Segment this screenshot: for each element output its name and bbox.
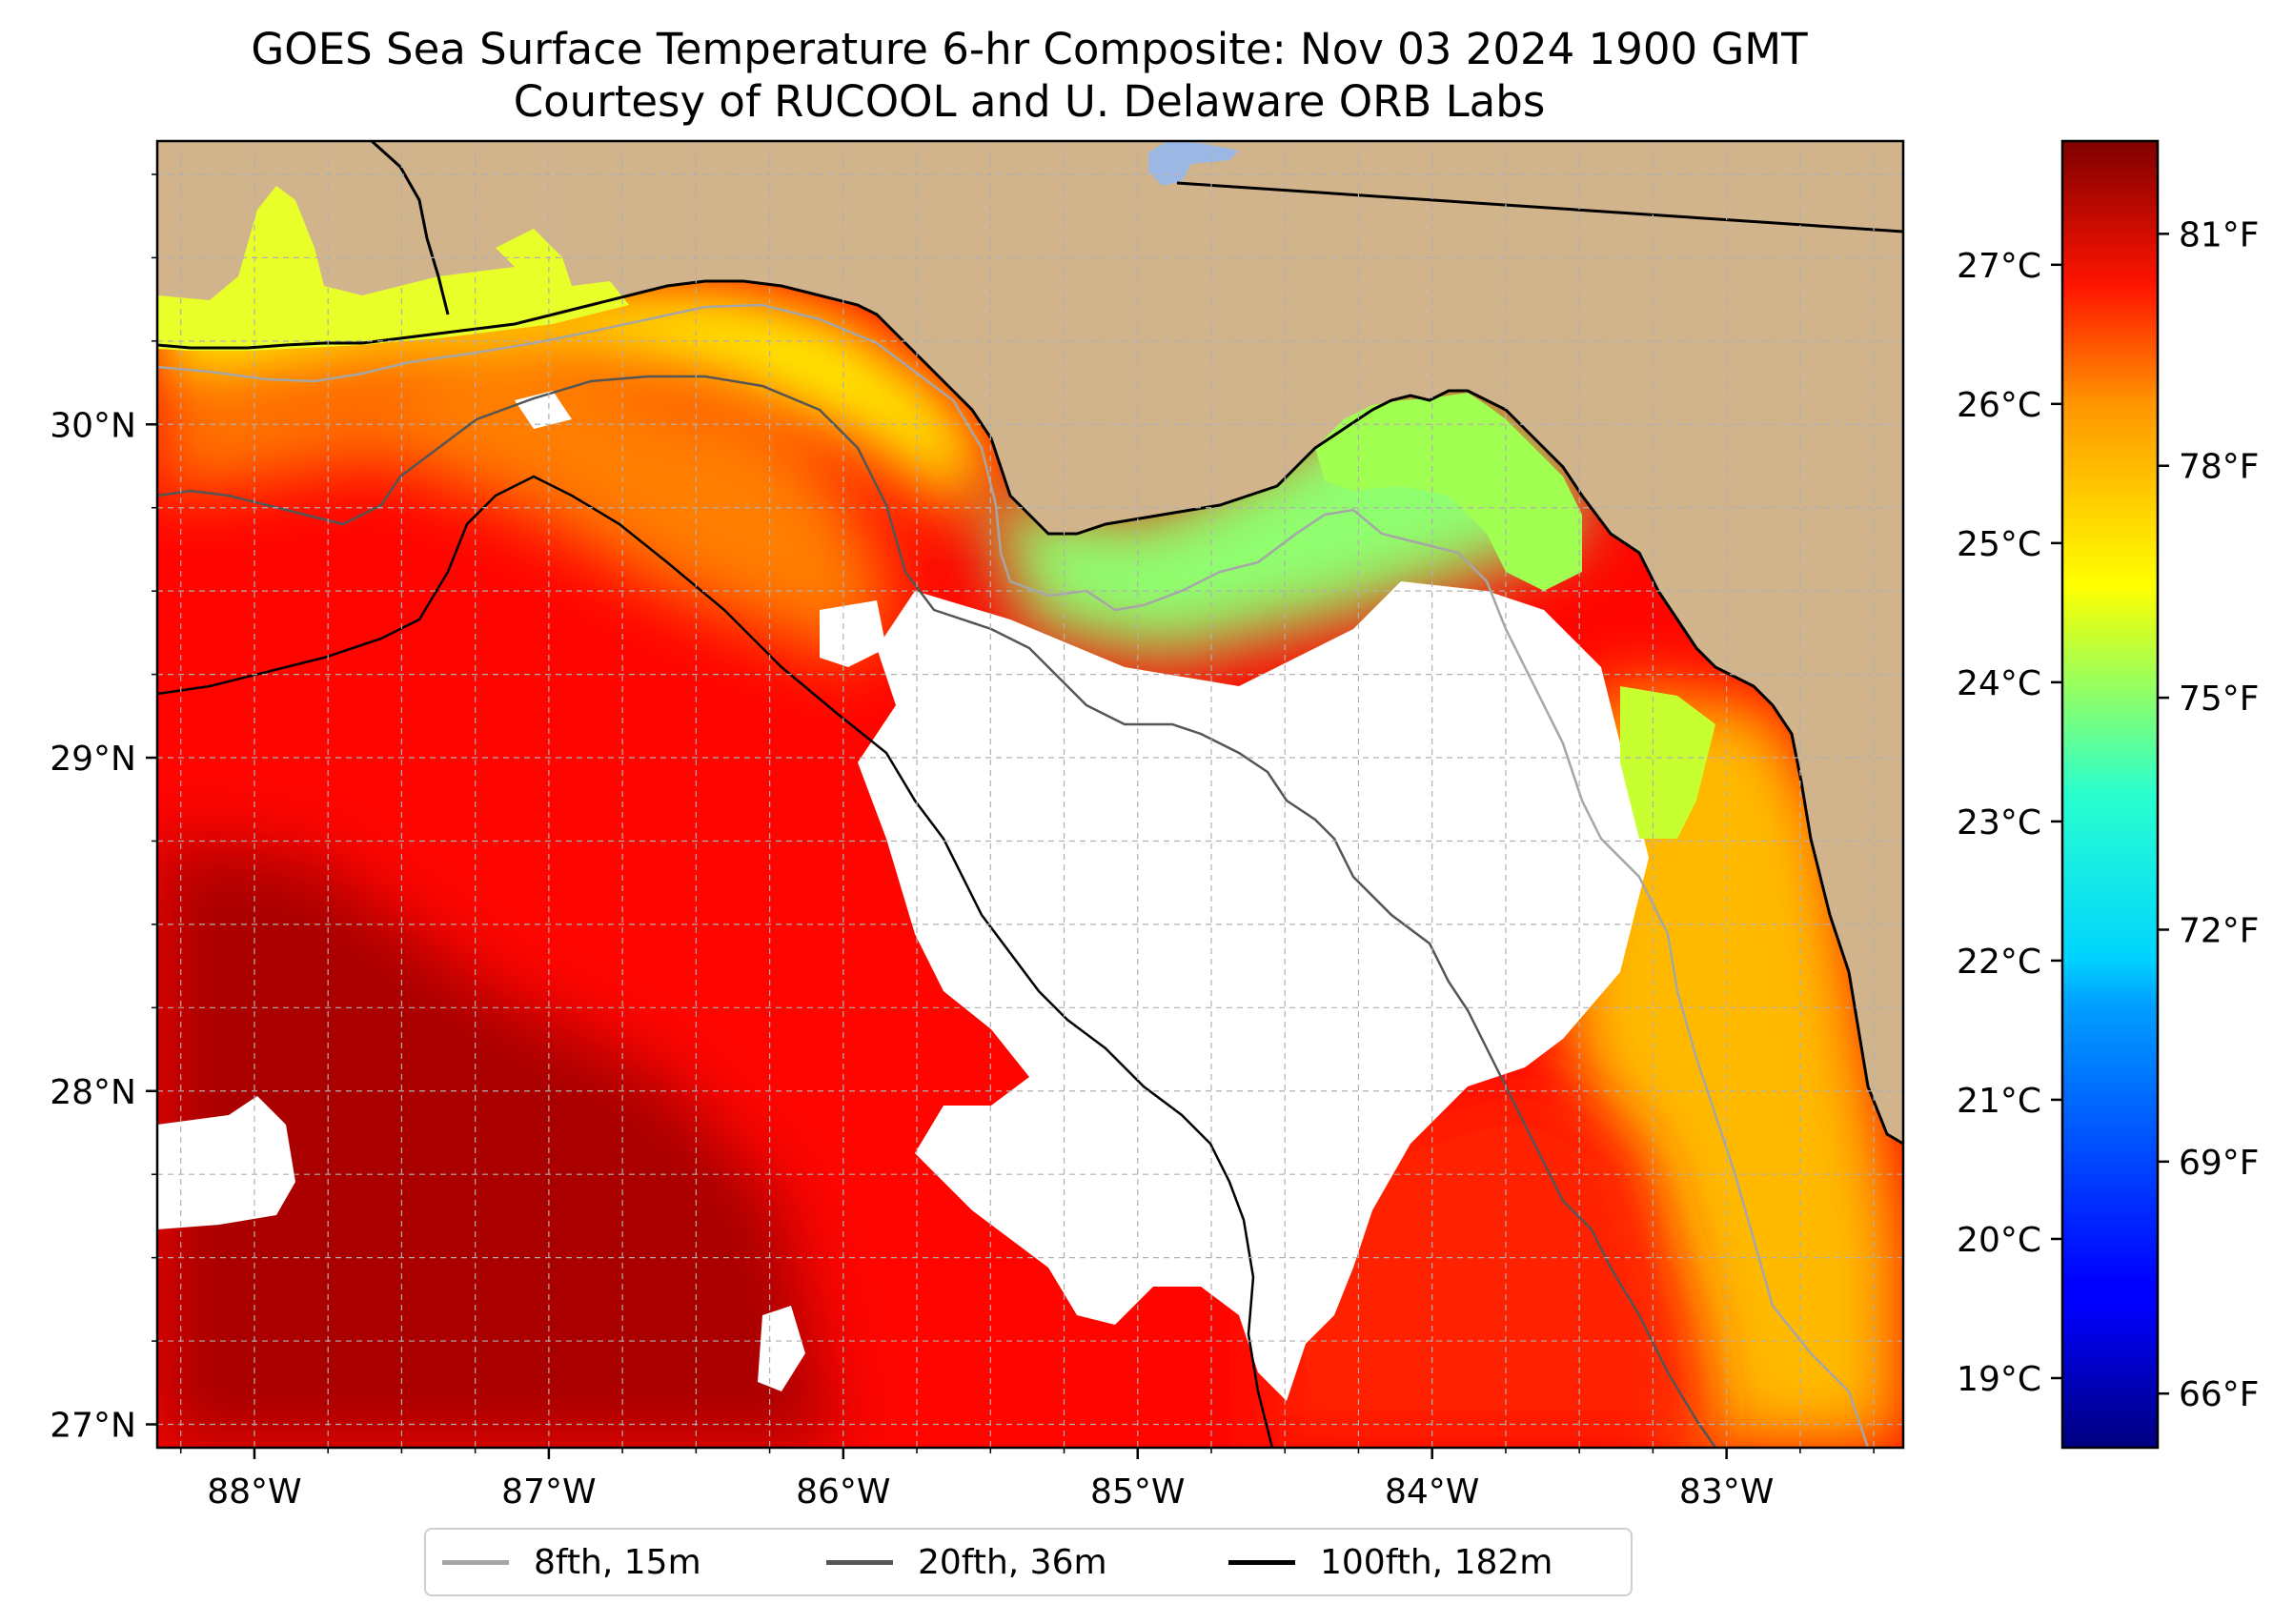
legend-item-20fth: 20fth, 36m xyxy=(826,1530,1107,1594)
lat-tick-label: 28°N xyxy=(50,1073,136,1112)
colorbar-f-label: 66°F xyxy=(2179,1375,2260,1414)
lon-tick-label: 88°W xyxy=(207,1472,301,1512)
lat-tick-label: 27°N xyxy=(50,1407,136,1446)
map-title: GOES Sea Surface Temperature 6-hr Compos… xyxy=(251,24,1808,74)
grid-lines xyxy=(157,141,1903,1448)
lat-tick-label: 30°N xyxy=(50,406,136,445)
lake xyxy=(1148,141,1239,186)
lat-ticks: 27°N 28°N 29°N 30°N xyxy=(50,173,157,1446)
colorbar-c-label: 25°C xyxy=(1957,525,2041,564)
colorbar-f-label: 75°F xyxy=(2179,680,2260,719)
sst-shelf-break-west xyxy=(157,353,896,667)
colorbar-c-label: 24°C xyxy=(1957,664,2041,703)
no-data-patch-a xyxy=(820,600,886,667)
state-boundary-west xyxy=(370,141,450,315)
sst-nearshore-bigbend xyxy=(1315,393,1582,591)
lon-tick-label: 86°W xyxy=(796,1472,890,1512)
legend-item-100fth: 100fth, 182m xyxy=(1228,1530,1552,1594)
lon-tick-label: 84°W xyxy=(1385,1472,1479,1512)
colorbar-c-label: 22°C xyxy=(1957,943,2041,982)
map-frame xyxy=(155,139,1905,1450)
colorbar-f-label: 78°F xyxy=(2179,448,2260,487)
colorbar-celsius-ticks: 19°C 20°C 21°C 22°C 23°C 24°C 25°C 26°C 27°C xyxy=(1957,247,2062,1399)
colorbar-c-label: 21°C xyxy=(1957,1082,2041,1121)
sst-nearshore-panhandle xyxy=(157,186,629,351)
lat-tick-label: 29°N xyxy=(50,740,136,779)
colorbar-c-label: 23°C xyxy=(1957,803,2041,842)
map-subtitle: Courtesy of RUCOOL and U. Delaware ORB L… xyxy=(513,76,1546,127)
legend-label-100fth: 100fth, 182m xyxy=(1320,1542,1553,1582)
colorbar-c-label: 27°C xyxy=(1957,247,2041,286)
coastline xyxy=(157,279,1903,1146)
colorbar-f-label: 69°F xyxy=(2179,1144,2260,1183)
isobath-20fth xyxy=(157,375,1717,1448)
colorbar-f-label: 81°F xyxy=(2179,215,2260,254)
isobath-100fth xyxy=(157,475,1274,1448)
legend-line-100fth xyxy=(1228,1559,1295,1565)
legend-line-20fth xyxy=(826,1559,893,1565)
legend-label-8fth: 8fth, 15m xyxy=(534,1542,701,1582)
legend-line-8fth xyxy=(442,1559,509,1565)
colorbar-f-label: 72°F xyxy=(2179,911,2260,950)
legend-label-20fth: 20fth, 36m xyxy=(918,1542,1107,1582)
no-data-patch-b xyxy=(953,1106,1048,1182)
lon-tick-label: 83°W xyxy=(1679,1472,1774,1512)
colorbar xyxy=(2060,139,2160,1450)
colorbar-c-label: 26°C xyxy=(1957,386,2041,425)
legend-item-8fth: 8fth, 15m xyxy=(442,1530,701,1594)
lon-tick-label: 85°W xyxy=(1090,1472,1185,1512)
lon-ticks: 88°W 87°W 86°W 85°W 84°W 83°W xyxy=(179,1448,1875,1512)
no-data-central xyxy=(858,581,1649,1401)
state-boundary xyxy=(1176,181,1903,233)
colorbar-fahrenheit-ticks: 66°F 69°F 72°F 75°F 78°F 81°F xyxy=(2158,215,2260,1414)
no-data-west xyxy=(157,1096,295,1229)
colorbar-c-label: 20°C xyxy=(1957,1221,2041,1260)
isobath-8fth xyxy=(157,303,1870,1448)
sst-nearshore-florida xyxy=(1620,686,1715,839)
colorbar-c-label: 19°C xyxy=(1957,1360,2041,1399)
lon-tick-label: 87°W xyxy=(501,1472,596,1512)
isobath-legend: 8fth, 15m 20fth, 36m 100fth, 182m xyxy=(424,1528,1633,1596)
